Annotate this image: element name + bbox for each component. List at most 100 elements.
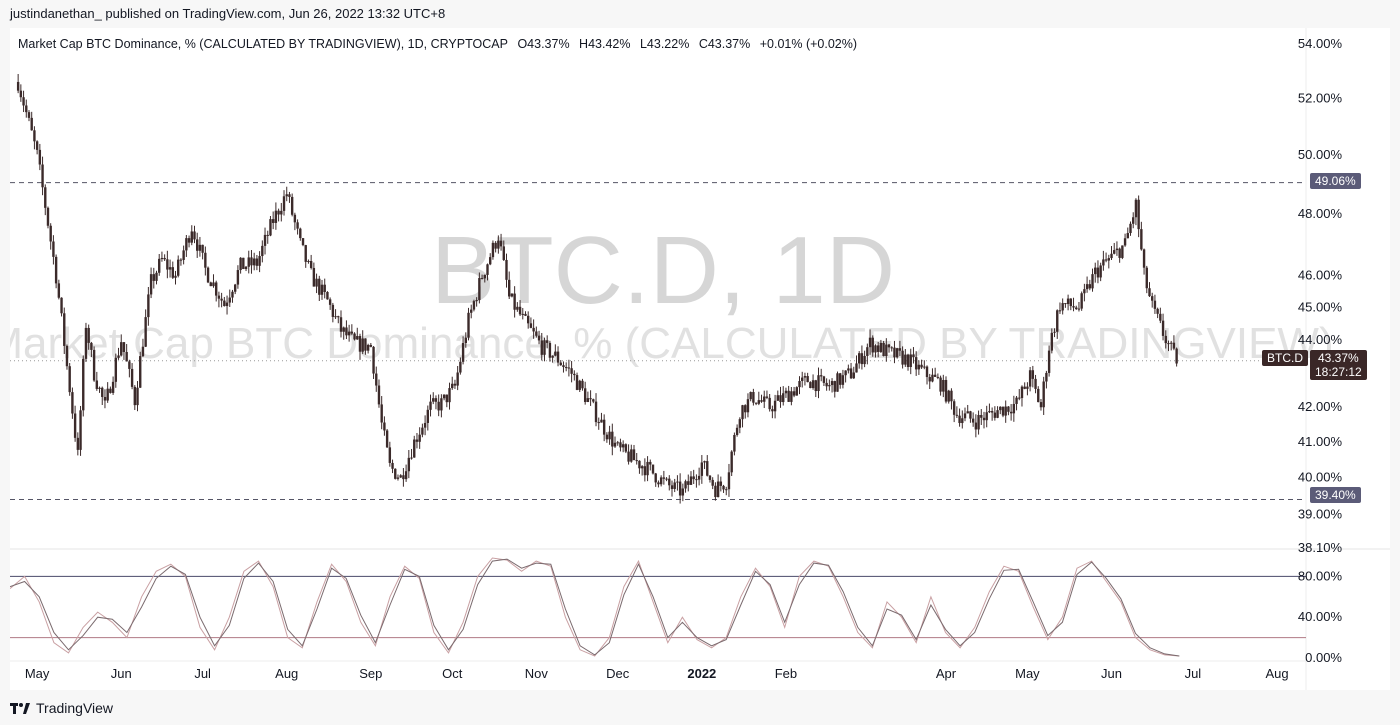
candles-group [16, 73, 1178, 504]
candle-body [627, 451, 630, 462]
candle-body [90, 342, 93, 350]
chart-legend: Market Cap BTC Dominance, % (CALCULATED … [18, 37, 863, 51]
candle-body [556, 351, 560, 363]
osc-tick-label: 40.00% [1298, 609, 1343, 624]
watermark-big: BTC.D, 1D [431, 217, 895, 324]
candle-body [187, 238, 191, 243]
last-price-value: 43.37% [1318, 351, 1359, 365]
candle-body [632, 449, 636, 461]
candle-body [518, 306, 522, 315]
candle-body [600, 419, 603, 423]
candle-body [830, 381, 834, 386]
candle-body [825, 382, 828, 387]
candle-body [413, 439, 416, 458]
candle-body [280, 210, 283, 215]
candle-body [502, 246, 505, 260]
candle-body [776, 395, 780, 401]
candle-body [708, 475, 712, 480]
candle-body [1104, 259, 1108, 261]
candle-body [624, 444, 628, 452]
candle-body [491, 242, 495, 258]
candle-body [65, 345, 69, 367]
candle-body [1121, 245, 1124, 258]
candle-body [350, 331, 354, 334]
chart-frame[interactable]: BTC.D, 1D Market Cap BTC Dominance, % (C… [10, 28, 1390, 690]
candle-body [223, 300, 226, 307]
candle-body [30, 117, 33, 131]
candle-body [621, 444, 625, 448]
candle-body [977, 414, 980, 430]
candle-body [372, 346, 375, 374]
candle-body [168, 267, 172, 270]
candle-body [122, 342, 126, 353]
candle-body [1020, 386, 1024, 399]
candle-body [782, 393, 785, 403]
candle-body [909, 354, 912, 368]
candle-body [407, 457, 411, 472]
price-tick-label: 50.00% [1298, 147, 1343, 162]
candle-body [676, 481, 679, 483]
candle-body [513, 293, 516, 310]
candle-body [1102, 259, 1105, 266]
candle-body [855, 363, 858, 373]
candle-body [342, 327, 345, 332]
candle-body [456, 372, 459, 386]
candle-body [904, 354, 907, 365]
candle-body [60, 297, 63, 314]
candle-body [334, 316, 337, 318]
candle-body [82, 358, 85, 411]
candle-body [1007, 406, 1010, 412]
candle-body [727, 472, 731, 490]
candle-body [678, 481, 682, 496]
candle-body [347, 331, 351, 336]
candle-body [1069, 298, 1073, 307]
time-axis[interactable]: May Jun Jul Aug Sep Oct Nov Dec 2022 Feb Apr May Jun… [25, 666, 1289, 681]
candle-body [1094, 267, 1097, 275]
candle-body [925, 366, 929, 378]
candle-body [952, 401, 956, 415]
candle-body [928, 377, 931, 382]
candle-body [687, 481, 690, 485]
footer[interactable]: TradingView [10, 697, 113, 719]
candle-body [402, 475, 405, 480]
candle-body [383, 422, 386, 431]
candle-body [573, 373, 576, 376]
candle-body [1148, 288, 1151, 297]
candle-body [659, 477, 663, 485]
price-axis[interactable]: 38.10% 39.00% 40.00% 41.00% 42.00% 44.00% 45.0… [1298, 36, 1343, 665]
candle-body [725, 489, 728, 491]
candle-body [475, 300, 478, 302]
candle-body [63, 313, 66, 346]
candle-body [49, 225, 52, 242]
candle-body [703, 461, 706, 463]
candle-body [771, 409, 774, 412]
candle-body [730, 451, 733, 473]
candle-body [106, 388, 109, 401]
candle-body [990, 411, 994, 413]
candle-body [893, 347, 896, 358]
candle-body [101, 387, 104, 397]
candle-body [543, 340, 546, 355]
candle-body [890, 347, 893, 349]
candle-body [654, 473, 657, 483]
candle-body [318, 278, 321, 295]
candle-body [1137, 199, 1140, 230]
oscillator-group [10, 557, 1306, 657]
candle-body [255, 258, 259, 266]
candle-body [44, 187, 47, 208]
candle-body [630, 449, 633, 462]
candle-body [323, 284, 326, 293]
candle-body [841, 375, 845, 385]
candle-body [92, 349, 96, 381]
chart-svg[interactable]: BTC.D, 1D Market Cap BTC Dominance, % (C… [10, 28, 1390, 690]
candle-body [735, 427, 739, 435]
candle-body [1031, 370, 1035, 379]
candle-body [706, 461, 709, 476]
candle-body [779, 395, 782, 403]
candle-body [171, 267, 174, 278]
candle-body [236, 270, 240, 285]
candle-body [437, 401, 440, 411]
candle-body [25, 105, 28, 113]
candle-body [1134, 199, 1138, 218]
candle-body [828, 385, 831, 387]
